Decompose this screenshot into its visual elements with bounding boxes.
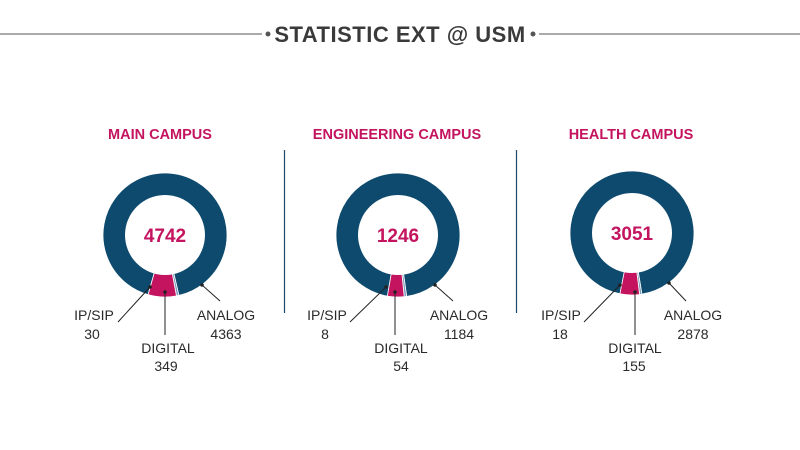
donut-hole [592,193,672,273]
ipsip-value: 18 [552,326,568,342]
leader-digital-dot [163,290,167,294]
leader-analog [434,284,454,302]
analog-label: ANALOG [664,307,722,323]
donut-hole [125,195,205,275]
donut-total: 1246 [377,226,419,247]
ipsip-value: 30 [84,326,100,342]
leader-digital-dot [393,290,397,294]
leader-analog-dot [667,281,671,285]
leader-digital-dot [633,290,637,294]
analog-label: ANALOG [197,307,255,323]
ipsip-label: IP/SIP [74,307,114,323]
donut-total: 4742 [144,226,186,247]
chart-health-campus: HEALTH CAMPUS 3051 IP/SIP 18 DIGITAL 155… [541,127,722,374]
analog-value: 2878 [677,326,708,342]
analog-label: ANALOG [430,307,488,323]
header-rule-right-dot [530,31,536,37]
campus-title: ENGINEERING CAMPUS [313,127,482,143]
digital-label: DIGITAL [374,340,428,356]
leader-ipsip-dot [618,283,622,287]
analog-value: 4363 [210,326,241,342]
chart-main-campus: MAIN CAMPUS 4742 IP/SIP 30 DIGITAL 349 A… [74,127,255,374]
leader-ipsip-dot [148,285,152,289]
leader-analog-dot [433,283,437,287]
digital-label: DIGITAL [608,340,662,356]
header: STATISTIC EXT @ USM [0,22,800,47]
header-rule-left-dot [265,31,271,37]
chart-engineering-campus: ENGINEERING CAMPUS 1246 IP/SIP 8 DIGITAL… [307,127,488,374]
campus-title: MAIN CAMPUS [108,127,212,143]
campus-title: HEALTH CAMPUS [569,127,694,143]
ipsip-label: IP/SIP [307,307,347,323]
donut-total: 3051 [611,224,654,245]
digital-value: 155 [622,358,646,374]
digital-value: 349 [154,358,178,374]
leader-analog [668,282,687,302]
digital-label: DIGITAL [141,340,195,356]
leader-ipsip-dot [384,285,388,289]
leader-ipsip [349,286,387,323]
donut-hole [358,195,438,275]
leader-analog [201,284,221,302]
ipsip-label: IP/SIP [541,307,581,323]
page-title: STATISTIC EXT @ USM [274,22,525,47]
leader-ipsip [117,286,151,323]
digital-value: 54 [393,358,409,374]
analog-value: 1184 [444,326,474,342]
leader-ipsip [583,284,621,323]
ipsip-value: 8 [321,326,329,342]
leader-analog-dot [200,283,204,287]
